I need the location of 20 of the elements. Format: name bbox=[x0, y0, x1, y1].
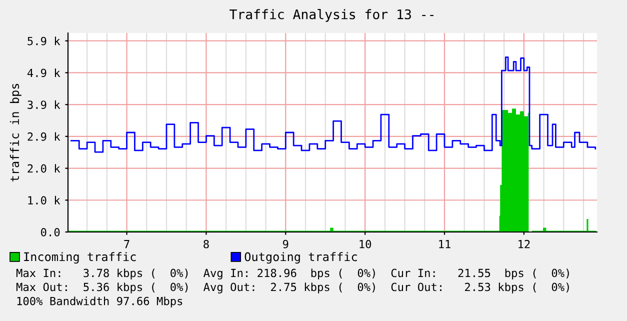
text: Max Out: 5.36 kbps ( 0%) Avg Out: 2.75 kbps ( 0%) Cur Out: 2.53 kbps ( 0%) bbox=[16, 282, 569, 294]
text: 100% Bandwidth 97.66 Mbps bbox=[17, 296, 182, 308]
y-tick-label: 2.9 k bbox=[28, 132, 60, 141]
y-tick-label: 2.0 k bbox=[28, 164, 60, 173]
y-tick-label: 0.0 bbox=[41, 228, 60, 236]
legend-label: Outgoing traffic bbox=[244, 252, 357, 264]
text: Max In: 3.78 kbps ( 0%) Avg In: 218.96 bps ( 0%) Cur In: 21.55 bps ( 0%) bbox=[16, 268, 569, 280]
x-tick-label: 12 bbox=[518, 240, 530, 248]
y-tick-label: 4.9 k bbox=[27, 68, 60, 78]
y-axis-title: traffic in bps bbox=[10, 84, 22, 182]
chart-title: Traffic Analysis for 13 -- bbox=[230, 9, 434, 22]
x-tick-label: 9 bbox=[282, 240, 288, 248]
y-tick-label: 3.9 k bbox=[28, 100, 60, 109]
y-tick-label: 5.9 k bbox=[28, 36, 60, 46]
legend-label: Incoming traffic bbox=[24, 252, 136, 264]
x-tick-label: 8 bbox=[204, 240, 209, 248]
x-tick-label: 10 bbox=[360, 240, 372, 248]
y-tick-label: 1.0 k bbox=[28, 196, 60, 205]
x-tick-label: 7 bbox=[124, 240, 130, 248]
x-tick-label: 11 bbox=[439, 240, 450, 248]
